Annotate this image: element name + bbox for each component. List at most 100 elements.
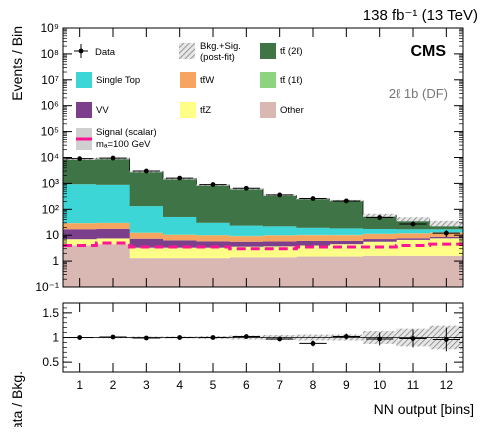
bar-tt-2--1 (63, 159, 97, 184)
bar-tt-w-9 (330, 235, 364, 241)
legend-label2-signal: mₐ=100 GeV (96, 139, 151, 150)
unc-bin-12 (430, 221, 463, 227)
data-point-6 (244, 186, 249, 191)
bar-tt-w-1 (63, 223, 97, 229)
data-point-10 (377, 215, 382, 220)
bar-vv-4 (163, 240, 197, 247)
ratio-y-tick-label-1: 0.5 (42, 355, 59, 369)
bar-vv-7 (263, 242, 297, 247)
data-point-11 (411, 222, 416, 227)
bar-single-top-7 (263, 226, 297, 235)
y-tick-label-11: 10⁹ (41, 21, 60, 35)
bar-vv-8 (296, 241, 330, 246)
legend-label2-uncertainty: (post-fit) (200, 52, 235, 63)
x-tick-label-10: 10 (373, 378, 387, 392)
legend-swatch-tt-1l (260, 72, 276, 88)
legend-label-ttw: tt̄W (200, 75, 214, 86)
bar-tt-2--9 (330, 201, 364, 229)
data-point-7 (277, 192, 282, 197)
bar-vv-1 (63, 229, 97, 239)
bar-single-top-9 (330, 228, 364, 234)
data-point-2 (111, 156, 116, 161)
data-point-5 (211, 182, 216, 187)
bar-single-top-10 (363, 229, 397, 234)
bar-vv-10 (363, 239, 397, 242)
data-point-8 (311, 196, 316, 201)
data-point-9 (344, 199, 349, 204)
y-tick-label-9: 10⁷ (41, 73, 59, 87)
x-tick-label-3: 3 (143, 378, 150, 392)
lumi-label: 138 fb⁻¹ (13 TeV) (363, 7, 478, 24)
bar-single-top-5 (196, 223, 230, 235)
x-tick-label-8: 8 (310, 378, 317, 392)
y-tick-label-7: 10⁵ (41, 125, 59, 139)
bar-tt-2--8 (296, 199, 330, 228)
bar-tt-w-11 (396, 234, 430, 239)
legend-label-signal: Signal (scalar) (96, 127, 157, 138)
x-tick-label-9: 9 (343, 378, 350, 392)
bar-tt-z-12 (430, 238, 464, 256)
legend-label-single-top: Single Top (96, 75, 140, 86)
ratio-point-6 (244, 334, 249, 339)
stacked-histogram (63, 158, 463, 287)
experiment-label: CMS (410, 43, 446, 60)
x-tick-label-5: 5 (210, 378, 217, 392)
x-axis-title: NN output [bins] (374, 401, 474, 417)
bar-vv-11 (396, 238, 430, 240)
legend-label-tt-1l: tt̄ (1ℓ) (280, 75, 303, 86)
x-tick-label-4: 4 (176, 378, 183, 392)
bar-tt-w-5 (196, 235, 230, 241)
bar-tt-z-11 (396, 240, 430, 256)
data-point-4 (177, 176, 182, 181)
y-tick-label-6: 10⁴ (40, 151, 59, 165)
legend-label-uncertainty: Bkg.+Sig. (200, 41, 241, 52)
legend-swatch-tt-2l (260, 43, 276, 59)
y-tick-label-3: 10 (46, 228, 60, 242)
legend-swatch-other (260, 102, 276, 118)
ratio-point-3 (144, 336, 149, 341)
data-point-12 (444, 231, 449, 236)
bar-single-top-6 (230, 226, 264, 236)
bar-single-top-11 (396, 229, 430, 233)
bar-tt-w-4 (163, 235, 197, 241)
ratio-y-tick-label-2: 1 (52, 331, 59, 345)
x-tick-label-7: 7 (276, 378, 283, 392)
data-point-3 (144, 169, 149, 174)
bar-single-top-2 (96, 185, 130, 223)
legend-swatch-single-top (76, 72, 92, 88)
bar-tt-2--3 (130, 171, 164, 206)
bar-tt-w-8 (296, 235, 330, 241)
bar-tt-w-6 (230, 236, 264, 241)
y-tick-label-8: 10⁶ (41, 99, 59, 113)
bar-tt-2--6 (230, 189, 264, 226)
bar-tt-z-3 (130, 248, 164, 258)
data-point-1 (77, 156, 82, 161)
legend-label-ttz: tt̄Z (200, 105, 211, 116)
y-tick-label-2: 1 (52, 254, 59, 268)
bar-single-top-4 (163, 217, 197, 235)
legend-swatch-ttw (180, 72, 196, 88)
bar-vv-12 (430, 237, 464, 238)
ratio-point-8 (311, 341, 316, 346)
y-tick-label-1: 10⁻¹ (35, 280, 59, 294)
bar-tt-w-2 (96, 223, 130, 229)
ratio-y-axis-title: Data / Bkg. (9, 371, 25, 427)
bar-single-top-1 (63, 184, 97, 223)
bar-tt-w-7 (263, 236, 297, 242)
ratio-point-9 (344, 334, 349, 339)
bar-tt-z-4 (163, 248, 197, 258)
legend-label-other: Other (280, 105, 304, 116)
x-tick-label-2: 2 (110, 378, 117, 392)
y-tick-label-4: 10² (42, 202, 59, 216)
ratio-y-tick-label-3: 1.5 (42, 306, 59, 320)
y-axis-title: Events / Bin (9, 26, 25, 101)
y-tick-label-5: 10³ (42, 176, 59, 190)
bar-tt-z-10 (363, 242, 397, 256)
bar-tt-w-3 (130, 233, 164, 239)
ratio-point-11 (411, 336, 416, 341)
bar-tt-2--5 (196, 185, 230, 223)
legend-swatch-uncertainty (179, 43, 195, 59)
